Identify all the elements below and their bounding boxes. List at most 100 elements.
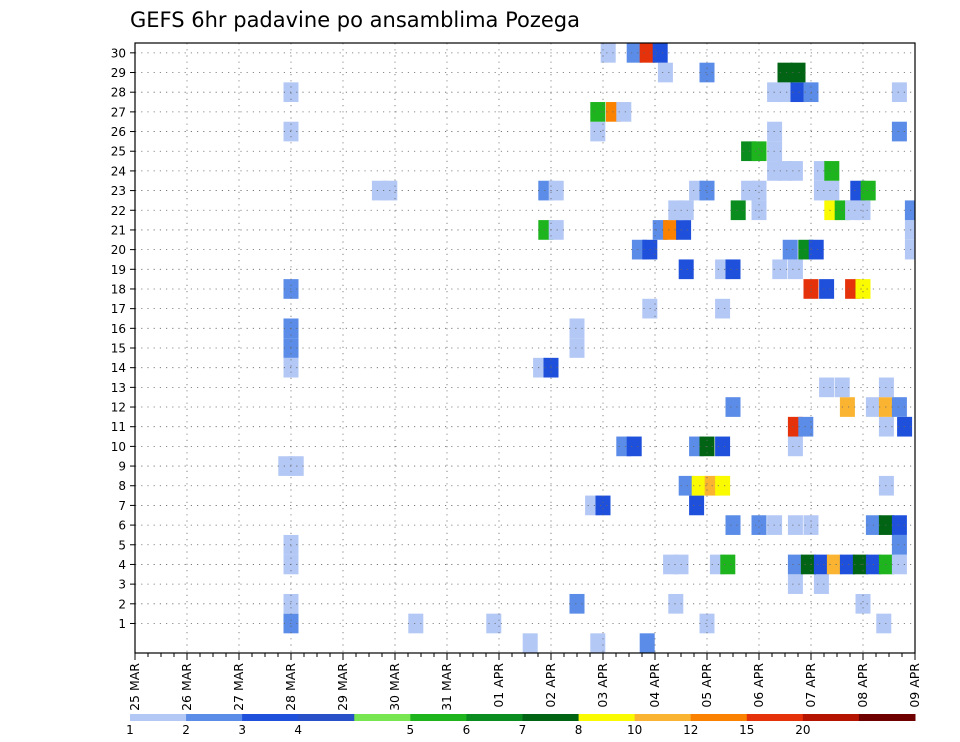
heatmap-cell	[522, 633, 538, 653]
colorbar-label: 1	[126, 723, 134, 737]
heatmap-cell	[855, 200, 871, 221]
heatmap-cell	[626, 43, 642, 63]
colorbar-segment	[354, 714, 411, 721]
heatmap-cell	[720, 554, 736, 575]
heatmap-cells	[278, 43, 915, 653]
x-tick-label: 05 APR	[699, 663, 714, 708]
heatmap-cell	[891, 554, 907, 575]
heatmap-cell	[486, 613, 502, 634]
x-tick-label: 28 MAR	[283, 663, 298, 711]
heatmap-cell	[590, 633, 606, 653]
heatmap-cell	[787, 436, 803, 457]
x-tick-label: 27 MAR	[231, 663, 246, 711]
heatmap-cell	[891, 121, 907, 142]
heatmap-cell	[800, 554, 816, 575]
y-tick-label: 15	[111, 342, 126, 356]
colorbar-segment	[746, 714, 804, 721]
y-tick-label: 22	[111, 204, 126, 218]
heatmap-cell	[839, 554, 855, 575]
y-tick-label: 9	[118, 460, 126, 474]
y-tick-label: 3	[118, 578, 126, 592]
colorbar-segment	[802, 714, 860, 721]
heatmap-cell	[595, 495, 611, 516]
colorbar-label: 5	[407, 723, 415, 737]
heatmap-cell	[855, 593, 871, 614]
colorbar-label: 4	[294, 723, 302, 737]
heatmap-cell	[715, 298, 731, 319]
heatmap-cell	[904, 239, 915, 260]
colorbar-label: 2	[182, 723, 190, 737]
heatmap-cell	[751, 180, 767, 201]
heatmap-cell	[590, 121, 606, 142]
colorbar-label: 20	[795, 723, 810, 737]
x-tick-label: 29 MAR	[335, 663, 350, 711]
y-tick-label: 26	[111, 125, 126, 139]
y-tick-label: 29	[111, 66, 126, 80]
y-tick-label: 1	[118, 617, 126, 631]
heatmap-cell	[657, 62, 673, 83]
colorbar-segment	[186, 714, 243, 721]
heatmap-cell	[590, 102, 606, 122]
y-tick-label: 20	[111, 243, 126, 257]
heatmap-cell	[813, 554, 829, 575]
x-tick-label: 03 APR	[595, 663, 610, 708]
colorbar-label: 6	[463, 723, 471, 737]
heatmap-cell	[751, 515, 767, 535]
colorbar-segment	[522, 714, 580, 721]
heatmap-cell	[730, 200, 746, 221]
colorbar-segment	[690, 714, 748, 721]
y-tick-label: 14	[111, 361, 126, 375]
heatmap-cell	[725, 397, 741, 417]
y-tick-label: 21	[111, 223, 126, 237]
x-tick-label: 06 APR	[751, 663, 766, 708]
heatmap-cell	[626, 436, 642, 457]
heatmap-cell	[787, 161, 803, 181]
colorbar-segment	[578, 714, 636, 721]
x-tick-label: 31 MAR	[439, 663, 454, 711]
x-tick-label: 25 MAR	[127, 663, 142, 711]
chart-title: GEFS 6hr padavine po ansamblima Pozega	[130, 8, 580, 32]
heatmap-cell	[751, 141, 767, 162]
x-tick-label: 09 APR	[907, 663, 922, 708]
heatmap-cell	[548, 220, 564, 240]
heatmap-cell	[715, 475, 731, 496]
heatmap-cell	[787, 574, 803, 594]
x-tick-label: 07 APR	[803, 663, 818, 708]
heatmap-cell	[725, 259, 741, 280]
heatmap-cell	[569, 338, 585, 358]
y-tick-label: 5	[118, 538, 126, 552]
heatmap-cell	[824, 180, 840, 201]
y-tick-label: 28	[111, 86, 126, 100]
heatmap-cell	[548, 180, 564, 201]
heatmap-cell	[668, 593, 684, 614]
colorbar-segment	[466, 714, 523, 721]
x-tick-label: 26 MAR	[179, 663, 194, 711]
y-tick-label: 11	[111, 420, 126, 434]
y-tick-label: 19	[111, 263, 126, 277]
y-tick-label: 7	[118, 499, 126, 513]
heatmap-cell	[860, 180, 876, 201]
heatmap-cell	[787, 554, 803, 575]
heatmap-cell	[777, 82, 793, 103]
heatmap-cell	[678, 200, 694, 221]
grid-lines	[135, 43, 915, 653]
heatmap-cell	[839, 397, 855, 417]
heatmap-cell	[639, 43, 655, 63]
y-tick-label: 12	[111, 401, 126, 415]
colorbar-segment	[242, 714, 299, 721]
heatmap-cell	[855, 279, 871, 299]
heatmap-cell	[782, 239, 798, 260]
heatmap-cell	[676, 220, 692, 240]
colorbar-label: 10	[627, 723, 642, 737]
x-axis: 25 MAR 26 MAR 27 MAR 28 MAR 29 MAR 30 MAR 31 M…	[127, 653, 922, 711]
heatmap-cell	[813, 574, 829, 594]
heatmap-cell	[808, 239, 824, 260]
y-tick-label: 6	[118, 519, 126, 533]
heatmap-cell	[678, 475, 694, 496]
heatmap-cell	[699, 62, 715, 83]
y-tick-label: 2	[118, 597, 126, 611]
colorbar-label: 8	[575, 723, 583, 737]
y-tick-label: 8	[118, 479, 126, 493]
heatmap-cell	[678, 259, 694, 280]
